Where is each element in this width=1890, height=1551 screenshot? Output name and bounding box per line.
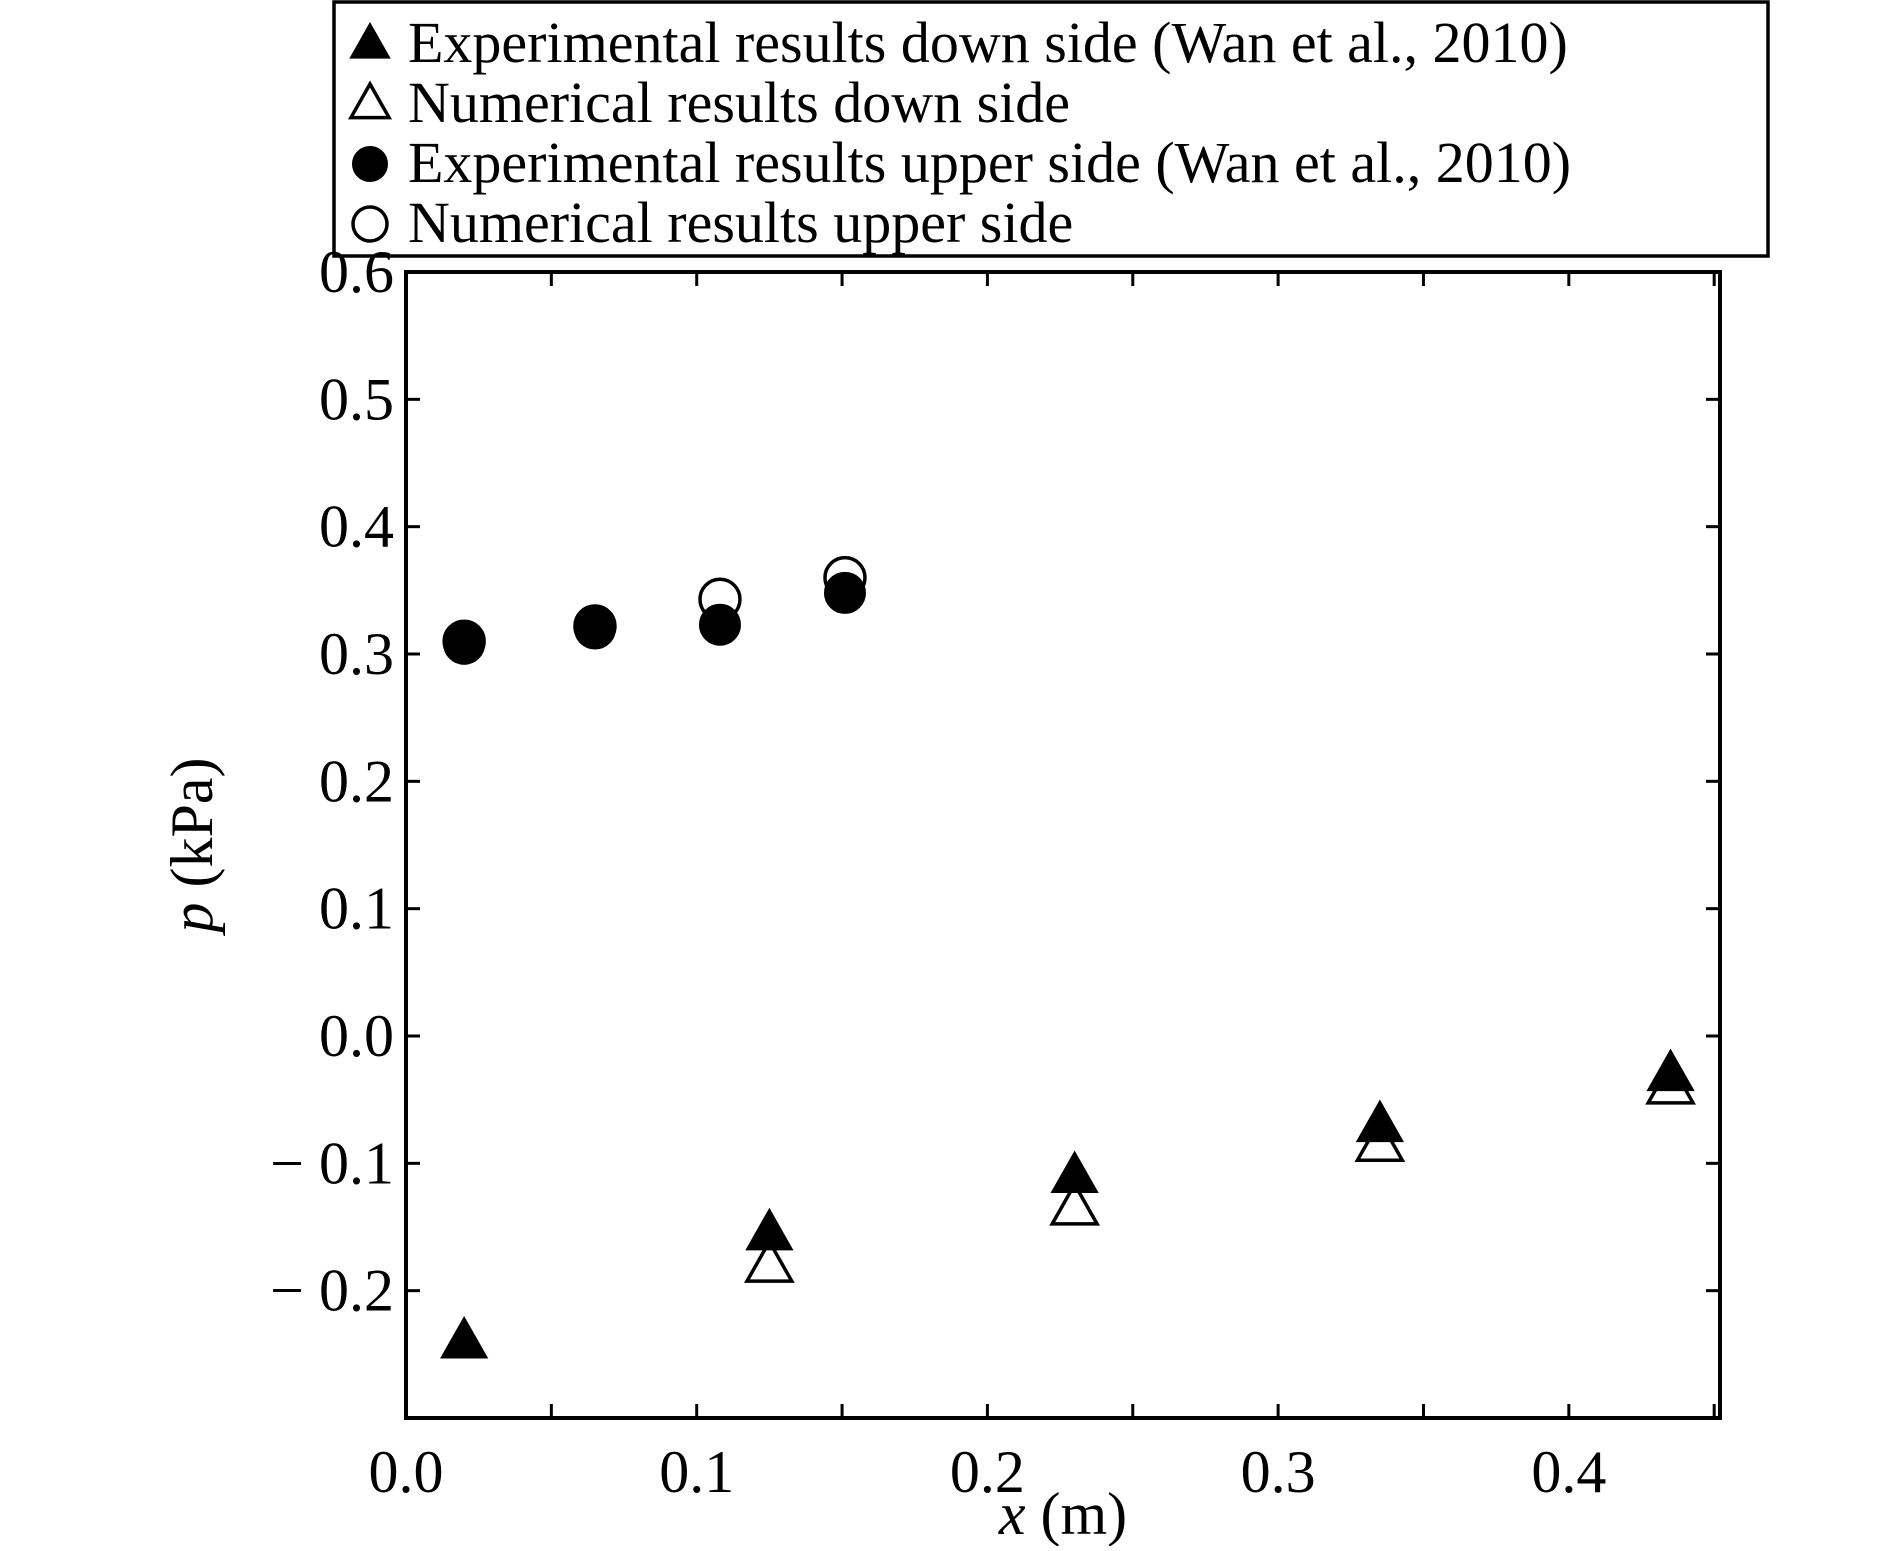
plot-area-frame <box>404 270 1722 1420</box>
y-tick-label: 0.3 <box>319 621 394 687</box>
legend-label: Numerical results down side <box>408 70 1070 135</box>
data-point <box>1646 1048 1695 1092</box>
series-0 <box>440 1048 1695 1359</box>
legend-box <box>332 0 1770 258</box>
data-marks <box>440 555 1696 1359</box>
data-point <box>1355 1099 1404 1143</box>
data-point <box>443 622 486 665</box>
y-tick-label: − 0.2 <box>270 1258 394 1324</box>
legend-label: Experimental results down side (Wan et a… <box>408 10 1568 75</box>
legend-marker <box>351 205 389 243</box>
data-point <box>1050 1150 1099 1194</box>
y-axis-title-var: p <box>159 902 225 936</box>
y-tick-label: 0.2 <box>319 748 394 814</box>
legend-label: Experimental results upper side (Wan et … <box>408 130 1571 195</box>
data-point <box>698 603 741 646</box>
data-point <box>440 1316 489 1359</box>
x-axis-title-unit: (m) <box>1026 1481 1128 1546</box>
series-1 <box>743 1059 1696 1283</box>
x-tick-label: 0.2 <box>950 1439 1025 1505</box>
x-tick-label: 0.0 <box>369 1439 444 1505</box>
y-tick-label: 0.1 <box>319 876 394 942</box>
x-tick-label: 0.3 <box>1241 1439 1316 1505</box>
legend: Experimental results down side (Wan et a… <box>332 0 1770 258</box>
legend-marker <box>349 21 391 59</box>
data-point <box>1049 1180 1101 1226</box>
axis-ticks: 0.0 0.1 0.2 0.3 0.4 0.6 0.5 0.4 0.3 0.2 0.1 0.0 − 0.… <box>270 239 1720 1505</box>
data-point <box>745 1207 794 1251</box>
x-axis-title-var: x <box>998 1481 1026 1546</box>
x-tick-label: 0.4 <box>1531 1439 1606 1505</box>
y-tick-label: − 0.1 <box>270 1130 394 1196</box>
y-tick-label: 0.5 <box>319 366 394 432</box>
legend-marker <box>347 80 393 120</box>
y-tick-label: 0.6 <box>319 239 394 305</box>
data-point <box>823 571 866 614</box>
data-point <box>743 1238 795 1283</box>
x-tick-label: 0.1 <box>659 1439 734 1505</box>
legend-marker <box>352 146 388 182</box>
y-axis-title-unit: (kPa) <box>159 758 225 903</box>
series-2 <box>443 571 866 665</box>
x-axis-title: x (m) <box>998 1481 1127 1546</box>
y-tick-label: 0.0 <box>319 1003 394 1069</box>
y-axis-title: p (kPa) <box>159 758 225 937</box>
series-3 <box>442 555 867 664</box>
legend-label: Numerical results upper side <box>408 190 1073 255</box>
y-tick-label: 0.4 <box>319 494 394 560</box>
data-point <box>573 607 616 650</box>
